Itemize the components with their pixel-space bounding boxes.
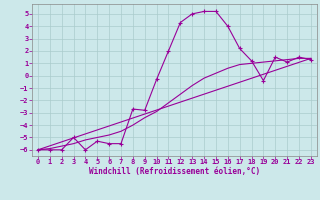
X-axis label: Windchill (Refroidissement éolien,°C): Windchill (Refroidissement éolien,°C)	[89, 167, 260, 176]
